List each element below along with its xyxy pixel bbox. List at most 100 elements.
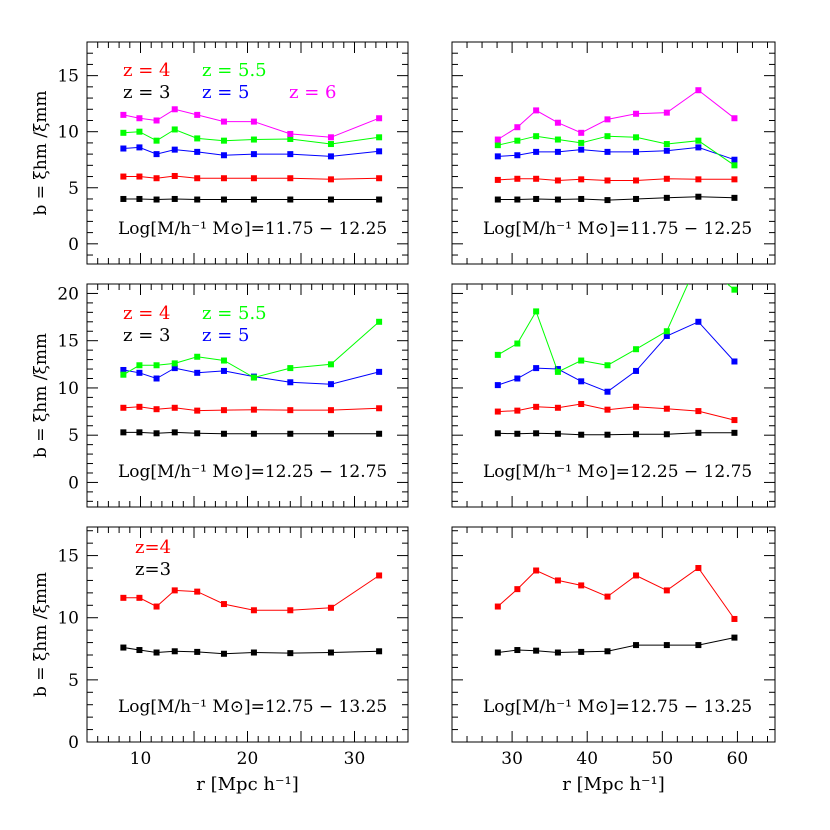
data-point-z3 [514,647,521,654]
series-z5 [494,318,738,395]
data-point-z3 [287,650,294,657]
data-point-z3 [153,430,160,437]
data-point-z5 [376,368,383,375]
data-point-z3 [220,196,227,203]
data-point-z4 [287,407,294,414]
data-point-z5 [604,148,611,155]
data-point-z5 [120,145,127,152]
data-point-z4 [663,175,670,182]
data-point-z55 [153,362,160,369]
x-tick-label: 10 [130,749,152,769]
data-point-z5 [171,365,178,372]
y-axis-label: b = ξhm /ξmm [31,90,51,215]
data-point-z3 [604,431,611,438]
data-point-z3 [120,195,127,202]
legend-entry-z6: z = 6 [289,82,336,103]
data-point-z3 [663,642,670,649]
legend-entry-z55: z = 5.5 [202,60,267,81]
data-point-z55 [578,139,585,146]
x-tick-label: 20 [237,749,259,769]
data-point-z5 [514,152,521,159]
data-point-z3 [533,430,540,437]
data-point-z4 [153,175,160,182]
data-point-z4 [663,405,670,412]
y-axis-label: b = ξhm /ξmm [31,572,51,697]
legend-entry-z4: z = 4 [123,303,170,324]
series-line-z5 [123,367,380,385]
data-point-z55 [663,141,670,148]
data-point-z5 [514,375,521,382]
series-line-z3 [497,196,735,201]
panel-middle-right: Log[M/h⁻¹ M⊙]=12.25 − 12.75 [451,283,776,508]
data-point-z3 [731,194,738,201]
data-point-z3 [663,194,670,201]
data-point-z4 [136,594,143,601]
data-point-z3 [376,196,383,203]
series-line-z55 [497,284,735,373]
data-point-z5 [327,153,334,160]
y-tick-label: 10 [57,123,79,143]
data-point-z3 [554,196,561,203]
y-tick-label: 15 [57,547,79,567]
data-point-z5 [731,156,738,163]
data-point-z4 [327,604,334,611]
data-point-z3 [554,430,561,437]
y-tick-label: 0 [68,235,79,255]
data-point-z3 [136,647,143,654]
data-point-z3 [376,430,383,437]
data-point-z3 [633,195,640,202]
data-point-z55 [494,351,501,358]
data-point-z3 [327,430,334,437]
data-point-z6 [663,109,670,116]
y-tick-label: 5 [68,179,79,199]
data-point-z3 [731,634,738,641]
series-z4 [494,565,738,622]
data-point-z55 [494,142,501,149]
data-point-z4 [533,567,540,574]
data-point-z4 [604,406,611,413]
data-point-z4 [731,417,738,424]
data-point-z4 [220,601,227,608]
data-point-z6 [136,115,143,122]
y-tick-label: 5 [68,671,79,691]
series-line-z4 [497,403,735,421]
data-point-z4 [250,607,257,614]
data-point-z3 [250,196,257,203]
series-z5 [120,365,383,388]
data-point-z55 [171,360,178,367]
data-point-z3 [327,649,334,656]
data-point-z4 [514,407,521,414]
data-point-z5 [695,318,702,325]
data-point-z3 [695,429,702,436]
series-line-z5 [497,321,735,393]
data-point-z55 [604,133,611,140]
data-point-z4 [220,175,227,182]
data-point-z6 [327,134,334,141]
data-point-z3 [533,195,540,202]
x-tick-label: 50 [652,749,674,769]
data-point-z4 [376,175,383,182]
series-line-z3 [123,198,380,201]
data-point-z5 [194,369,201,376]
data-point-z5 [287,151,294,158]
data-point-z5 [136,144,143,151]
data-point-z5 [663,147,670,154]
data-point-z5 [633,367,640,374]
data-point-z4 [554,577,561,584]
data-point-z4 [376,572,383,579]
data-point-z4 [554,404,561,411]
series-line-z4 [497,178,735,182]
data-point-z3 [604,648,611,655]
data-point-z55 [533,133,540,140]
data-point-z6 [731,115,738,122]
data-point-z55 [120,129,127,136]
x-tick-label: 60 [727,749,749,769]
series-line-z55 [497,135,735,166]
data-point-z6 [120,111,127,118]
series-z3 [120,644,383,657]
data-point-z4 [578,582,585,589]
data-point-z5 [494,382,501,389]
data-point-z3 [731,429,738,436]
data-point-z3 [194,196,201,203]
